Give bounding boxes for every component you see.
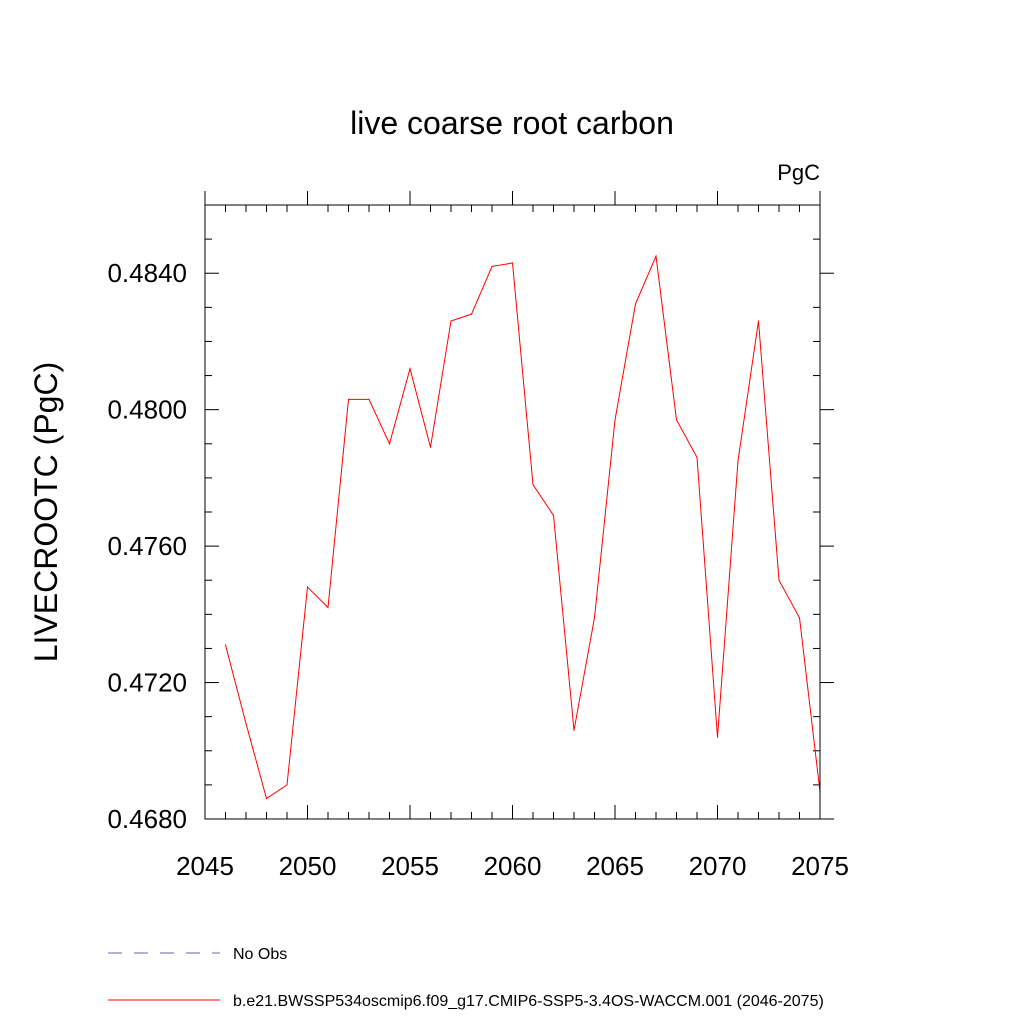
x-tick-label: 2065	[586, 851, 644, 881]
chart-title: live coarse root carbon	[350, 105, 674, 141]
data-point	[757, 320, 760, 322]
data-point	[409, 368, 411, 370]
data-point	[491, 265, 493, 267]
y-tick-label: 0.4680	[107, 804, 187, 834]
data-point	[778, 579, 780, 581]
x-tick-label: 2055	[381, 851, 439, 881]
x-tick-label: 2070	[689, 851, 747, 881]
data-point	[429, 446, 432, 448]
series-layer	[224, 254, 821, 800]
data-point	[327, 606, 329, 609]
data-point	[614, 419, 616, 421]
data-point	[532, 484, 534, 486]
data-point	[552, 514, 555, 517]
data-point	[716, 736, 719, 738]
data-point	[265, 797, 268, 800]
legend: No Obs b.e21.BWSSP534oscmip6.f09_g17.CMI…	[108, 946, 824, 1010]
x-tick-label: 2075	[791, 851, 849, 881]
data-point	[388, 443, 391, 445]
data-point	[470, 313, 473, 315]
data-point	[286, 784, 288, 786]
axis-tick-labels: 2045 2050 2055 2060 2065 2070 2075 0.4680 0.4720…	[107, 258, 848, 881]
data-point	[347, 398, 350, 401]
data-point	[224, 644, 227, 646]
data-point	[306, 586, 309, 588]
data-point	[634, 303, 637, 305]
plot-frame	[204, 204, 821, 820]
x-tick-label: 2045	[176, 851, 234, 881]
data-point	[593, 617, 596, 619]
series-line	[225, 254, 821, 800]
axis-ticks	[204, 191, 834, 820]
data-point	[798, 617, 801, 619]
legend-label-model-run: b.e21.BWSSP534oscmip6.f09_g17.CMIP6-SSP5…	[233, 993, 824, 1010]
x-tick-label: 2060	[484, 851, 542, 881]
x-tick-label: 2050	[279, 851, 337, 881]
data-point	[655, 255, 657, 257]
data-point	[368, 398, 370, 401]
data-point	[696, 456, 698, 459]
y-tick-label: 0.4760	[107, 531, 187, 561]
data-point	[245, 722, 247, 725]
data-point	[450, 320, 452, 322]
y-tick-label: 0.4720	[107, 668, 187, 698]
data-point	[573, 729, 575, 731]
legend-label-no-obs: No Obs	[233, 946, 287, 963]
y-tick-label: 0.4840	[107, 258, 187, 288]
units-label: PgC	[777, 160, 820, 185]
data-point	[675, 419, 678, 421]
data-point	[737, 460, 739, 462]
data-point	[511, 262, 514, 264]
y-tick-label: 0.4800	[107, 395, 187, 425]
y-axis-label: LIVECROOTC (PgC)	[28, 362, 64, 662]
